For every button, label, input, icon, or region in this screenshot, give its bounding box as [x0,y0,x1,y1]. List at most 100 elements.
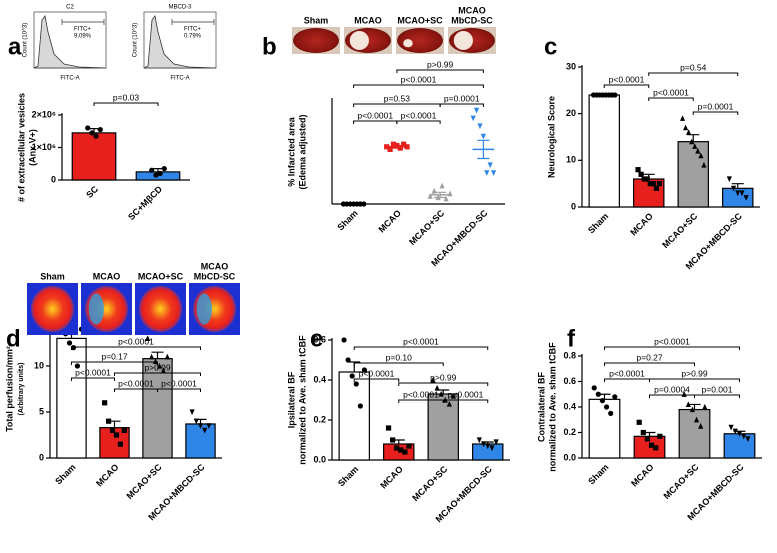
x-tick-label: SC [84,184,100,200]
hist-y-label: Count (10^3) [23,23,29,58]
data-point [599,398,606,404]
gate-label: FITC+ [184,27,201,33]
significance-bracket [353,103,441,107]
error-bar [434,191,447,199]
data-point [608,410,614,416]
data-point [121,427,127,433]
bar [338,371,370,461]
p-value: p=0.17 [101,351,128,361]
p-value: p>0.99 [681,368,708,378]
data-point [493,439,499,446]
error-bar [477,139,490,160]
data-point [438,390,444,397]
significance-bracket [114,372,201,376]
y-tick-label: 0.0 [313,454,326,464]
data-point [160,367,167,374]
significance-bracket [353,362,444,366]
p-value: p=0.54 [680,62,707,72]
significance-bracket [93,102,159,106]
y-tick-label: 20 [566,108,576,118]
p-value: p<0.0001 [653,87,689,97]
histogram-curve [143,15,217,69]
data-point [736,431,743,437]
image-label: Sham [304,15,329,25]
significance-bracket [603,84,650,88]
data-point [384,144,390,150]
data-point [349,373,355,379]
hist-x-label: FITC-A [60,76,79,82]
data-point [450,392,457,399]
significance-bracket [71,377,115,381]
x-tick-label: Sham [335,208,359,232]
p-value: p=0.0004 [654,384,690,394]
data-point [485,443,491,450]
data-point [636,419,642,425]
data-point [698,423,704,429]
brain-image [293,28,339,53]
y-tick-label: 10 [34,360,44,370]
y-tick-label: 1×10⁶ [32,142,56,152]
panel-letter: d [6,325,21,352]
data-point [148,353,155,360]
image-label: MCAO+SC [397,15,443,25]
x-tick-label: SC+MβCD [126,184,164,222]
low-flow [196,293,212,325]
histogram-curve [33,15,107,69]
data-point [153,172,159,178]
data-point [489,445,495,452]
image-label: MCAO+SC [138,271,184,281]
gate-percent: 9.09% [74,34,92,40]
image-label: MCAO [201,261,229,271]
data-point [692,143,698,149]
data-point [390,141,397,147]
p-value: p=0.001 [702,384,733,394]
p-value: p<0.0001 [448,389,484,399]
data-point [635,167,641,173]
data-point [447,190,453,197]
perfusion [31,286,74,332]
bar [56,337,87,459]
x-tick-label: MCAO+SC [660,211,699,250]
significance-bracket [71,361,158,365]
error-bar [151,351,164,359]
p-value: p<0.0001 [609,74,645,84]
bar [723,433,756,459]
infarct [349,31,369,50]
significance-bracket [648,97,694,101]
y-tick-label: 0.8 [563,350,576,360]
significance-bracket [157,388,201,392]
data-point [477,123,483,130]
significance-bracket [398,382,489,386]
significance-bracket [442,399,489,403]
data-point [647,181,653,187]
x-tick-label: Sham [586,462,610,486]
data-point [89,130,95,136]
y-tick-label: 0.6 [313,334,326,344]
data-point [443,195,449,202]
data-point [702,403,708,410]
data-point [197,423,204,429]
gate [171,19,215,25]
gate [61,19,105,25]
y-tick-label: 10 [566,155,576,165]
p-value: p=0.10 [386,352,413,362]
y-axis-label: Neurological Score [546,96,556,178]
significance-bracket [604,346,740,350]
gate-percent: 0.79% [184,34,202,40]
data-point [402,449,408,455]
y-tick-label: 0 [39,452,44,462]
data-point [685,401,691,408]
y-tick-label: 30 [566,61,576,71]
data-point [66,340,73,346]
significance-bracket [353,378,400,382]
data-point [487,162,493,169]
data-point [189,409,195,416]
bar [677,141,709,208]
data-point [686,129,692,135]
panel-letter: e [310,325,323,352]
p-value: p<0.0001 [118,336,154,346]
y-tick-label: 0.4 [563,401,576,411]
data-point [394,445,400,451]
data-point [345,357,351,363]
brain-image [397,28,443,53]
